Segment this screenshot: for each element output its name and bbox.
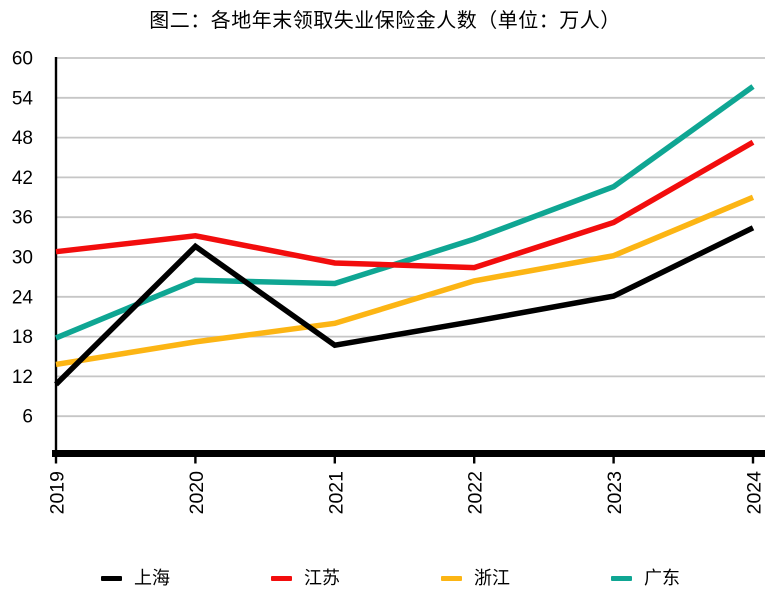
x-axis-tick [751, 457, 755, 464]
y-axis-label: 48 [12, 128, 33, 149]
legend-swatch-jiangsu [271, 575, 292, 581]
x-axis-tick [194, 457, 197, 464]
y-axis-label: 18 [12, 327, 33, 348]
x-axis-tick [333, 457, 336, 464]
x-axis-label: 2023 [604, 471, 626, 514]
legend-label-jiangsu: 江苏 [304, 568, 340, 588]
y-axis-label: 60 [12, 49, 33, 70]
x-axis-tick [54, 457, 58, 464]
legend-item-shanghai: 上海 [101, 568, 170, 588]
x-axis-tick [612, 457, 615, 464]
y-axis-label: 54 [12, 88, 34, 109]
legend-label-shanghai: 上海 [134, 568, 170, 588]
legend-label-zhejiang: 浙江 [474, 568, 510, 588]
legend-label-guangdong: 广东 [644, 568, 680, 588]
series-line-shanghai [54, 225, 755, 387]
series-line-guangdong [54, 84, 755, 341]
legend-swatch-shanghai [101, 575, 122, 581]
legend-item-zhejiang: 浙江 [441, 568, 510, 588]
legend-item-jiangsu: 江苏 [271, 568, 340, 588]
x-axis-label: 2022 [465, 471, 487, 514]
x-axis-label: 2024 [744, 471, 766, 515]
chart-legend: 上海 江苏 浙江 广东 [0, 563, 770, 593]
chart-title: 图二：各地年末领取失业保险金人数（单位：万人） [149, 10, 621, 32]
legend-item-guangdong: 广东 [611, 568, 680, 588]
y-axis-label: 12 [12, 367, 33, 388]
y-axis-label: 30 [12, 248, 33, 269]
series-line-zhejiang [55, 194, 755, 368]
line-chart-canvas: 60 54 48 42 36 30 24 18 12 6 2019 2020 2021 2022 2023 2… [12, 49, 766, 515]
x-axis-label: 2021 [325, 471, 347, 514]
y-axis-label: 24 [12, 287, 34, 308]
x-axis-label: 2019 [47, 471, 69, 514]
legend-swatch-zhejiang [441, 575, 462, 581]
x-axis-line [52, 450, 765, 457]
series-line-jiangsu [55, 139, 755, 271]
y-axis-label: 36 [12, 208, 33, 229]
legend-swatch-guangdong [611, 575, 632, 581]
y-axis-label: 42 [12, 168, 33, 189]
x-axis-label: 2020 [186, 471, 208, 515]
y-axis-label: 6 [22, 407, 33, 428]
x-axis-tick [473, 457, 476, 464]
